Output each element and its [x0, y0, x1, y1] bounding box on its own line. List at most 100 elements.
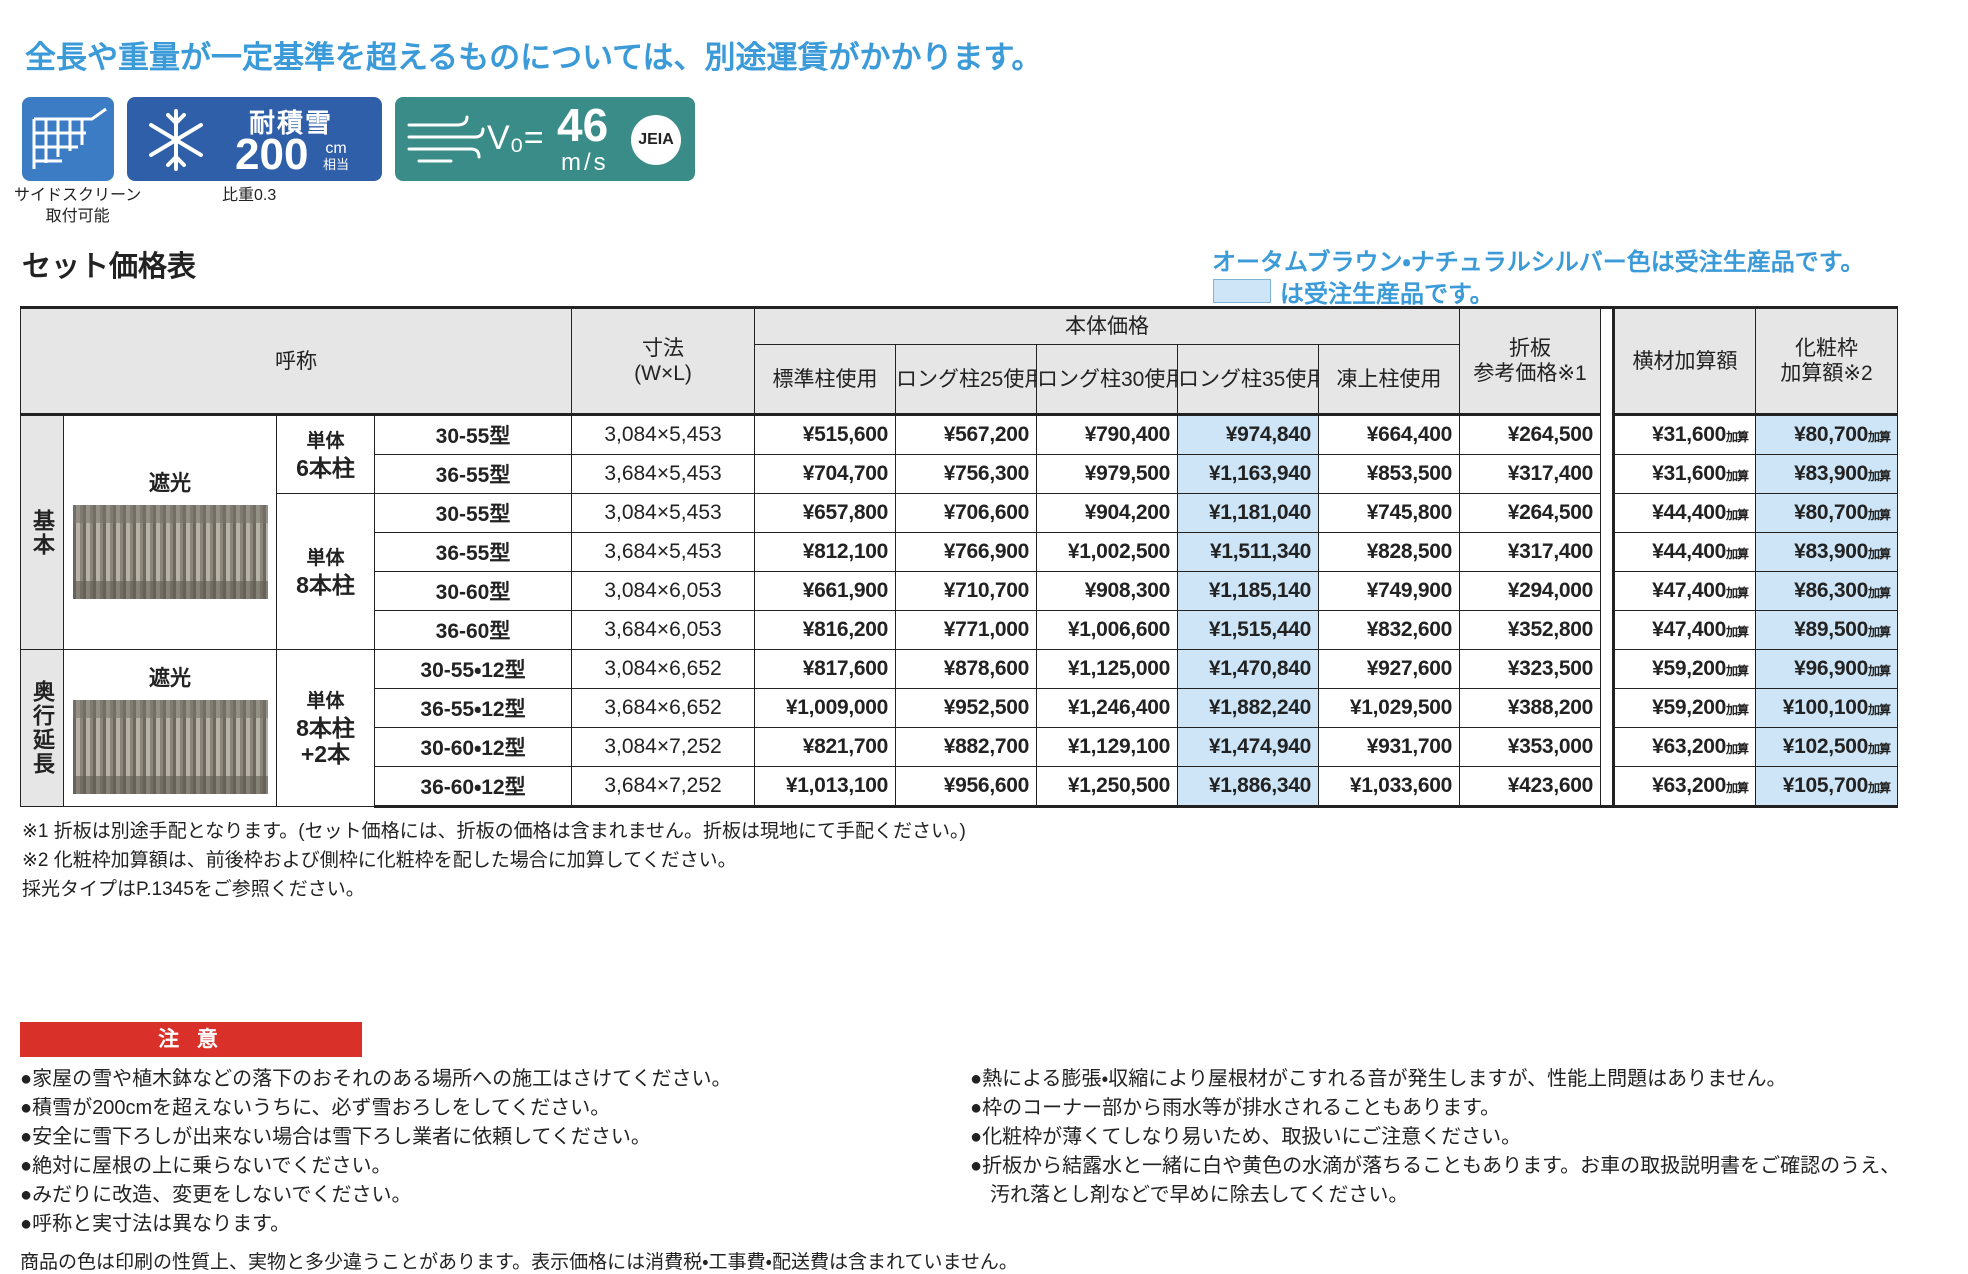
caption-line: サイドスクリーン [14, 187, 142, 204]
fold-price-cell: ¥353,000 [1459, 727, 1601, 767]
size-cell: 3,084×5,453 [571, 414, 755, 455]
body-price-cell: ¥766,900 [895, 532, 1037, 572]
body-price-cell: ¥1,125,000 [1036, 649, 1178, 689]
price-suffix: 加算 [1725, 703, 1749, 717]
gap [1600, 532, 1615, 572]
size-cell: 3,684×7,252 [571, 766, 755, 808]
body-price-cell: ¥979,500 [1036, 454, 1178, 494]
product-photo [72, 504, 268, 599]
model-cell: 30-60型 [374, 571, 572, 611]
subgroup-line: 単体 [306, 430, 345, 452]
body-price-cell: ¥661,900 [754, 571, 896, 611]
header-line: 折板 [1509, 337, 1551, 360]
caution-item: ●積雪が200cmを超えないうちに、必ず雪おろしをしてください。 [20, 1097, 611, 1119]
order-legend-swatch [1213, 279, 1271, 303]
body-price-cell: ¥771,000 [895, 610, 1037, 650]
price-suffix: 加算 [1867, 664, 1891, 678]
price-value: ¥80,700 [1794, 423, 1868, 446]
table-row: 36-55型 3,684×5,453 ¥812,100 ¥766,900 ¥1,002,… [21, 532, 1898, 572]
footnote: ※1 折板は別途手配となります。(セット価格には、折板の価格は含まれません。折板… [22, 821, 966, 842]
price-suffix: 加算 [1867, 469, 1891, 483]
subgroup-line: 6本柱 [296, 454, 355, 481]
table-row: 奥行延長 遮光 単体 8本柱 +2本 30-55・12型 3,084×6,652 ¥817,6… [20, 649, 1898, 807]
cross-price-cell: ¥59,200加算 [1613, 649, 1756, 689]
price-value: ¥100,100 [1782, 696, 1869, 719]
gap [1600, 649, 1615, 689]
caution-item: ●絶対に屋根の上に乗らないでください。 [20, 1155, 392, 1177]
model-cell: 30-55型 [374, 493, 572, 533]
body-price-cell: ¥1,181,040 [1177, 493, 1319, 533]
fold-price-cell: ¥423,600 [1459, 766, 1601, 808]
model-cell: 36-55・12型 [374, 688, 572, 728]
subgroup-line: +2本 [300, 741, 351, 767]
gap [1600, 571, 1615, 611]
decor-price-cell: ¥96,900加算 [1755, 649, 1898, 689]
caution-list-left: ●家屋の雪や植木鉢などの落下のおそれのある場所への施工はさけてください。 ●積雪が… [20, 1065, 950, 1239]
cross-price-cell: ¥47,400加算 [1613, 571, 1756, 611]
snow-badge: 耐積雪 200 cm 相当 [127, 97, 382, 181]
table-row: 30-60・12型 3,084×7,252 ¥821,700 ¥882,700 ¥1,1… [21, 727, 1898, 767]
price-suffix: 加算 [1867, 430, 1891, 444]
decor-price-cell: ¥105,700加算 [1755, 766, 1898, 808]
gap [1600, 688, 1615, 728]
caution-item: ●安全に雪下ろしが出来ない場合は雪下ろし業者に依頼してください。 [20, 1126, 651, 1148]
wind-icon [407, 115, 485, 163]
body-price-cell: ¥931,700 [1318, 727, 1460, 767]
footnote: ※2 化粧枠加算額は、前後枠および側枠に化粧枠を配した場合に加算してください。 [22, 850, 737, 871]
size-cell: 3,084×6,652 [571, 649, 755, 689]
unit: cm [325, 140, 347, 157]
cross-price-cell: ¥31,600加算 [1613, 454, 1756, 494]
footnote: 採光タイプはP.1345をご参照ください。 [22, 879, 365, 900]
price-suffix: 加算 [1867, 742, 1891, 756]
price-value: ¥47,400 [1652, 618, 1726, 641]
header-price-column: ロング柱30使用 [1036, 344, 1178, 416]
price-suffix: 加算 [1725, 742, 1749, 756]
fold-price-cell: ¥323,500 [1459, 649, 1601, 689]
header-line: 化粧枠 [1795, 337, 1858, 360]
table-row: 30-60型 3,084×6,053 ¥661,900 ¥710,700 ¥908,30… [21, 571, 1898, 611]
size-cell: 3,084×7,252 [571, 727, 755, 767]
unit-note: 相当 [323, 157, 350, 172]
price-suffix: 加算 [1725, 547, 1749, 561]
snow-unit: cm 相当 [323, 141, 349, 173]
jeia-mark: JEIA [631, 115, 681, 165]
body-price-cell: ¥567,200 [895, 414, 1037, 455]
size-cell: 3,084×6,053 [571, 571, 755, 611]
header-price-column: 凍上柱使用 [1318, 344, 1460, 416]
body-price-cell: ¥790,400 [1036, 414, 1178, 455]
subgroup-label: 単体 6本柱 [276, 414, 375, 494]
model-cell: 36-60・12型 [374, 766, 572, 808]
snow-value: 200 [235, 130, 309, 179]
wind-unit: m/s [561, 149, 609, 176]
wind-value: 46 [557, 99, 609, 151]
header-row: 標準柱使用 ロング柱25使用 ロング柱30使用 ロング柱35使用 凍上柱使用 [21, 344, 1898, 416]
gap [1600, 306, 1615, 415]
shipping-notice: 全長や重量が一定基準を超えるものについては、別途運賃がかかります。 [25, 40, 1043, 75]
header-line: 寸法 [642, 337, 684, 360]
body-price-cell: ¥974,840 [1177, 414, 1319, 455]
size-cell: 3,684×6,053 [571, 610, 755, 650]
gap [1600, 727, 1615, 767]
price-suffix: 加算 [1867, 625, 1891, 639]
price-value: ¥44,400 [1652, 501, 1726, 524]
fold-price-cell: ¥294,000 [1459, 571, 1601, 611]
size-cell: 3,084×5,453 [571, 493, 755, 533]
caution-item: ●みだりに改造、変更をしないでください。 [20, 1184, 412, 1206]
body-price-cell: ¥812,100 [754, 532, 896, 572]
body-price-cell: ¥828,500 [1318, 532, 1460, 572]
side-screen-icon [32, 107, 107, 169]
price-suffix: 加算 [1725, 625, 1749, 639]
model-cell: 36-60型 [374, 610, 572, 650]
subgroup-label: 単体 8本柱 +2本 [276, 649, 375, 807]
caution-list-right: ●熱による膨張・収縮により屋根材がこすれる音が発生しますが、性能上問題はありませ… [970, 1065, 1910, 1210]
model-cell: 36-55型 [374, 454, 572, 494]
price-value: ¥31,600 [1652, 423, 1726, 446]
table-head: 呼称 寸法 (W×L) 本体価格 折板 参考価格※1 横材加算額 化粧枠 加算額※2 標準柱使用ロ… [20, 306, 1898, 416]
body-price-cell: ¥710,700 [895, 571, 1037, 611]
price-suffix: 加算 [1725, 781, 1749, 795]
header-size: 寸法 (W×L) [571, 306, 755, 416]
body-price-cell: ¥1,886,340 [1177, 766, 1319, 808]
body-price-cell: ¥878,600 [895, 649, 1037, 689]
body-price-cell: ¥1,882,240 [1177, 688, 1319, 728]
caution-item: ●呼称と実寸法は異なります。 [20, 1213, 291, 1235]
